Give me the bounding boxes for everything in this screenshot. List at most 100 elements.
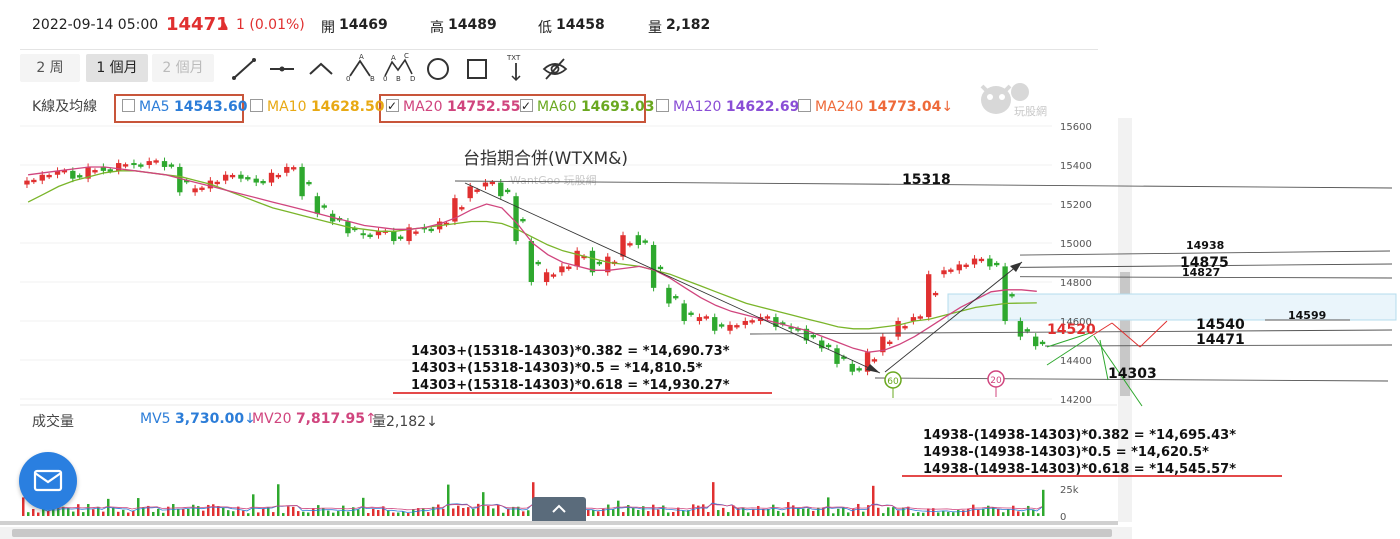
ma20-toggle[interactable]: MA20 14752.55↓ <box>386 96 532 117</box>
volume-bar <box>177 509 180 516</box>
volume-bar <box>1022 512 1025 516</box>
volume-value: 2,182 <box>666 17 711 33</box>
candle-body <box>887 341 893 345</box>
rectangle-tool-icon[interactable] <box>464 56 490 82</box>
volume-bar <box>692 504 695 516</box>
ma60-toggle[interactable]: MA60 14693.03↑ <box>520 96 666 117</box>
volume-bar <box>717 510 720 516</box>
volume-bar <box>122 509 125 516</box>
volume-bar <box>1002 512 1005 516</box>
volume-bar <box>877 507 880 516</box>
volume-bar <box>737 508 740 516</box>
contact-mail-button[interactable] <box>19 452 77 510</box>
kline-ma-label: K線及均線 <box>32 99 98 115</box>
ma10-toggle[interactable]: MA10 14628.50↓ <box>250 97 396 117</box>
open-value: 14469 <box>339 17 388 33</box>
line-tool-icon[interactable] <box>231 56 257 82</box>
ma120-toggle[interactable]: MA120 14622.69↓ <box>656 97 811 117</box>
marker-14938: 14938 <box>1186 239 1224 252</box>
volume-bar <box>872 485 875 516</box>
candle-body <box>926 274 932 318</box>
period-2w-button[interactable]: 2 周 <box>20 54 80 82</box>
volume-bar <box>762 508 765 516</box>
bottom-scroll-thumb[interactable] <box>12 529 1112 537</box>
volume-bar <box>952 512 955 516</box>
angle-line-icon[interactable] <box>308 56 334 82</box>
hide-eye-icon[interactable] <box>542 56 568 82</box>
ma240-toggle[interactable]: MA240 14773.04↓ <box>798 97 953 117</box>
circle-tool-icon[interactable] <box>425 56 451 82</box>
ma60-checkbox[interactable] <box>520 96 533 116</box>
volume-bar <box>752 509 755 516</box>
abcd-pattern-icon[interactable]: CA D 0 B <box>382 52 416 82</box>
candle-body <box>513 196 519 242</box>
volume-bar <box>662 505 665 516</box>
volume-bar <box>857 503 860 516</box>
volume-bar <box>592 510 595 516</box>
volume-bar <box>617 500 620 516</box>
ma5-checkbox[interactable] <box>122 99 135 112</box>
low-value: 14458 <box>556 17 605 33</box>
period-1m-button[interactable]: 1 個月 <box>86 54 148 82</box>
candle-body <box>153 160 159 163</box>
volume-bar <box>992 507 995 516</box>
candle-body <box>85 166 91 179</box>
volume-bar <box>242 510 245 516</box>
candle-body <box>70 170 76 179</box>
candle-body <box>184 180 190 183</box>
candle-body <box>902 326 908 329</box>
volume-bar <box>862 511 865 516</box>
volume-bar <box>77 504 80 516</box>
chevron-up-icon <box>552 504 566 513</box>
candle-body <box>452 198 458 222</box>
volume-bar <box>982 508 985 516</box>
candle-body <box>749 320 755 323</box>
candle-body <box>314 196 321 214</box>
retrace-down-2: 14938-(14938-14303)*0.5 = *14,620.5* <box>923 445 1209 460</box>
abc-pattern-icon[interactable]: A 0 B <box>344 52 376 82</box>
abc-label-a: A <box>359 53 364 61</box>
candle-body <box>146 161 152 165</box>
ma120-checkbox[interactable] <box>656 99 669 112</box>
volume-legend-label: 量 <box>372 414 386 430</box>
collapse-panel-button[interactable] <box>532 497 586 521</box>
volume-bar <box>197 506 200 516</box>
candle-body <box>810 335 816 338</box>
volume-bar <box>492 508 495 516</box>
volume-bar <box>932 508 935 516</box>
candle-body <box>321 205 327 208</box>
candle-body <box>703 316 709 319</box>
volume-bar <box>1032 509 1035 516</box>
volume-bar <box>912 513 915 516</box>
candle-body <box>253 178 259 183</box>
price-chart[interactable]: 14200 14400 14600 14800 15000 15200 15400 15600… <box>0 118 1400 539</box>
volume-bar <box>907 506 910 516</box>
volume-bar <box>372 508 375 516</box>
ma5-toggle[interactable]: MA5 14543.60↓ <box>122 97 259 117</box>
candle-body <box>489 181 496 185</box>
volume-bar <box>707 512 710 516</box>
volume-bar <box>897 510 900 516</box>
horizontal-line-icon[interactable] <box>269 56 295 82</box>
volume-bar <box>142 507 145 516</box>
text-tool-icon[interactable]: TXT <box>503 52 529 82</box>
candle-body <box>849 363 855 372</box>
candle-body <box>764 316 771 319</box>
ma20-value: 14752.55 <box>446 99 521 115</box>
candle-body <box>543 272 550 282</box>
volume-bar <box>202 510 205 516</box>
candle-body <box>834 348 840 364</box>
period-2m-button[interactable]: 2 個月 <box>152 54 214 82</box>
candle-body <box>131 163 137 165</box>
volume-bar <box>487 506 490 516</box>
ma20-checkbox[interactable] <box>386 96 399 116</box>
volume-bar <box>772 504 775 516</box>
volume-bar <box>352 507 355 516</box>
abcd-label-a: A <box>391 54 396 62</box>
volume-bar <box>452 508 455 516</box>
ma240-checkbox[interactable] <box>798 99 811 112</box>
retrace-down-3: 14938-(14938-14303)*0.618 = *14,545.57* <box>923 462 1236 477</box>
candle-body <box>559 266 565 273</box>
volume-bar <box>1007 509 1010 516</box>
ma10-checkbox[interactable] <box>250 99 263 112</box>
